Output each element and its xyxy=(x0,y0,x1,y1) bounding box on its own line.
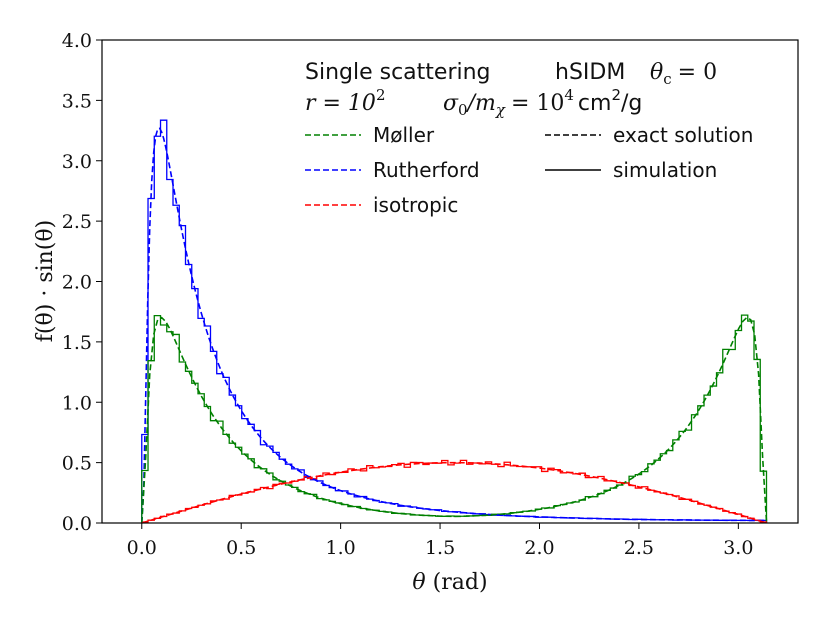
legend-label: exact solution xyxy=(613,123,753,147)
legend: Møller Rutherford isotropic exact solution s… xyxy=(305,123,753,217)
y-axis-ticks: 0.0 0.5 1.0 1.5 2.0 2.5 3.0 3.5 4.0 xyxy=(62,30,102,535)
simulation-histogram-2 xyxy=(141,459,768,523)
annotation-theta-c: θc = 0 xyxy=(650,60,717,88)
legend-label: isotropic xyxy=(373,193,458,217)
y-tick-label: 4.0 xyxy=(62,30,92,52)
y-tick-label: 2.5 xyxy=(62,211,92,233)
y-tick-label: 0.5 xyxy=(62,453,92,475)
x-axis-label: θ (rad) xyxy=(412,570,487,595)
series-layer xyxy=(140,119,768,524)
x-tick-label: 3.0 xyxy=(723,537,753,559)
x-tick-label: 1.5 xyxy=(425,537,455,559)
annotation-model: hSIDM xyxy=(555,60,625,85)
y-tick-label: 1.5 xyxy=(62,332,92,354)
exact-solution-line-0 xyxy=(140,127,767,524)
x-tick-label: 1.0 xyxy=(326,537,356,559)
y-tick-label: 3.0 xyxy=(62,151,92,173)
x-tick-label: 0.5 xyxy=(226,537,256,559)
legend-label: simulation xyxy=(613,158,717,182)
annotation-r: r = 102 xyxy=(305,86,385,116)
y-axis-label: f(θ) · sin(θ) xyxy=(33,220,58,342)
y-tick-label: 3.5 xyxy=(62,90,92,112)
legend-label: Rutherford xyxy=(373,158,480,182)
y-tick-label: 2.0 xyxy=(62,272,92,294)
x-tick-label: 2.5 xyxy=(624,537,654,559)
y-tick-label: 0.0 xyxy=(62,513,92,535)
annotation-title: Single scattering xyxy=(305,60,491,85)
x-tick-label: 2.0 xyxy=(524,537,554,559)
exact-solution-line-2 xyxy=(141,461,767,524)
x-axis-ticks: 0.0 0.5 1.0 1.5 2.0 2.5 3.0 xyxy=(127,523,753,559)
exact-solution-line-1 xyxy=(140,316,768,524)
x-tick-label: 0.0 xyxy=(127,537,157,559)
legend-label: Møller xyxy=(373,123,435,147)
annotation-cross-section: σ0/mχ = 104 cm2/g xyxy=(443,86,642,119)
y-tick-label: 1.0 xyxy=(62,392,92,414)
annotation-block: Single scattering hSIDM θc = 0 r = 102 σ0… xyxy=(305,60,717,119)
